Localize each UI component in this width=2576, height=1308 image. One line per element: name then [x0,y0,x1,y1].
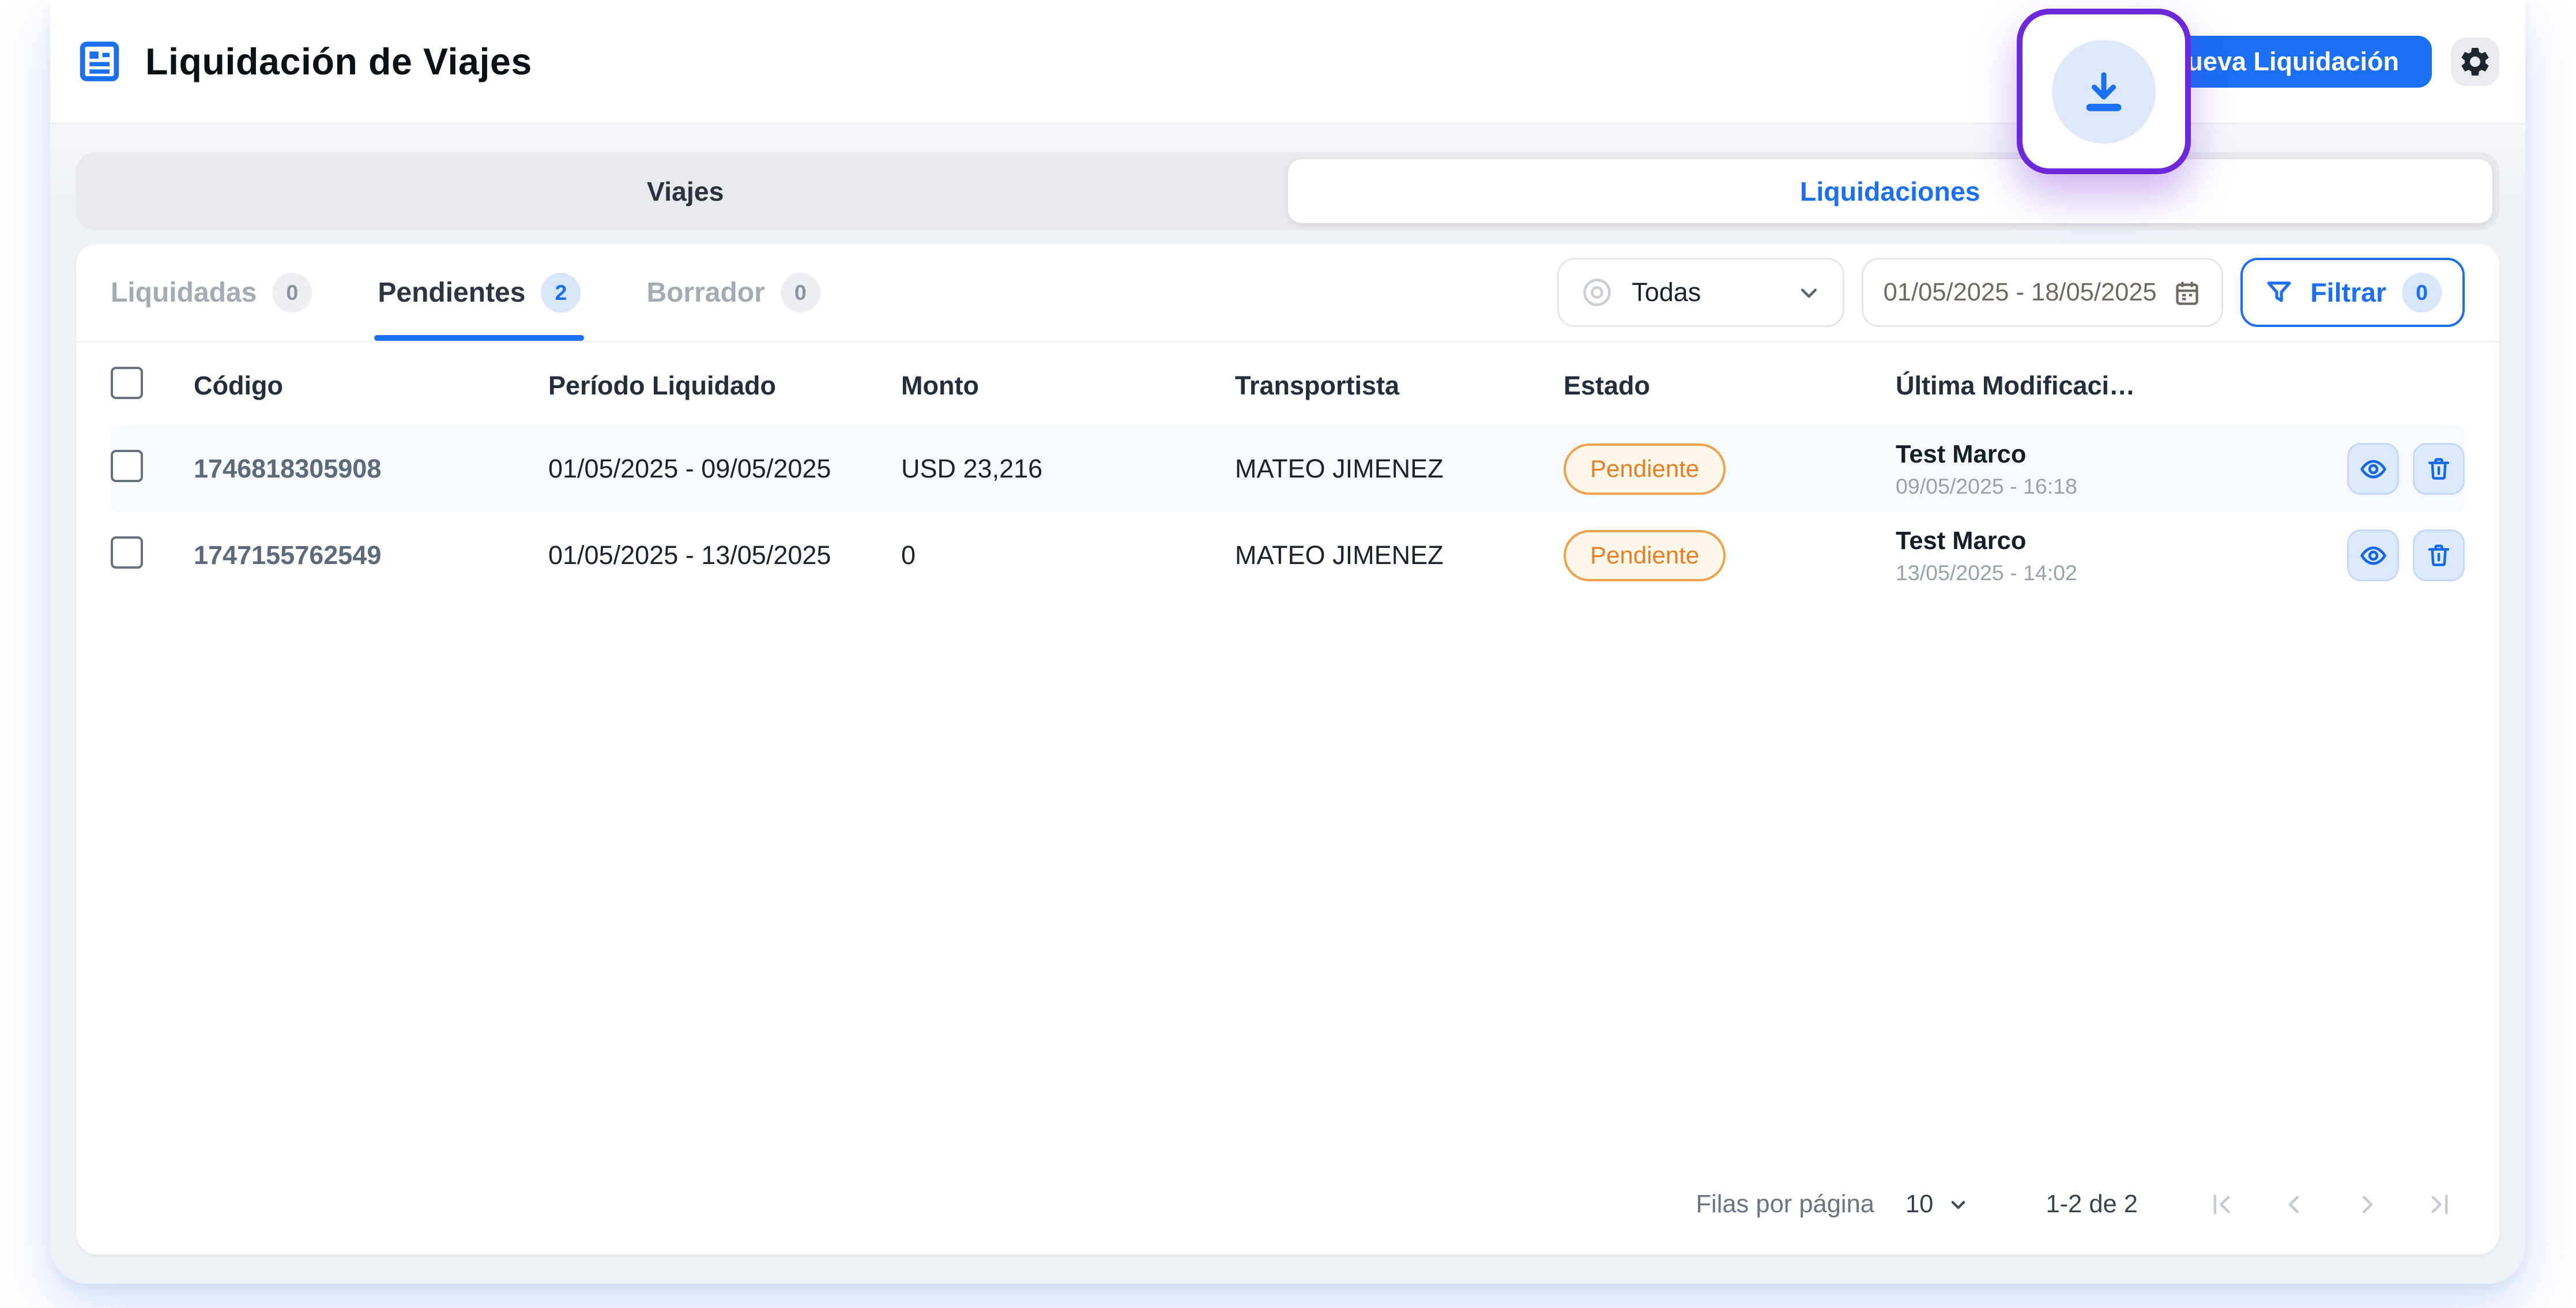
filters-group: Todas 01/05/2025 - 18/05/2025 [1557,258,2465,327]
cell-carrier: MATEO JIMENEZ [1235,540,1444,570]
col-header-amount: Monto [901,371,979,400]
tab-viajes[interactable]: Viajes [646,176,724,206]
filter-button-label: Filtrar [2310,277,2386,307]
chevron-down-icon [1796,280,1822,306]
status-badge: Pendiente [1564,443,1726,495]
pagination-bar: Filas por página 10 1-2 de 2 [76,1154,2499,1254]
cell-period: 01/05/2025 - 09/05/2025 [548,454,831,483]
status-subtabs: Liquidadas 0 Pendientes 2 Borrador 0 [111,244,820,341]
delete-row-button[interactable] [2413,443,2465,495]
prev-page-button[interactable] [2280,1190,2309,1219]
first-page-button[interactable] [2207,1190,2236,1219]
document-lines-icon [76,38,123,85]
subtab-count-badge: 0 [272,272,312,313]
settlements-table: Código Período Liquidado Monto Transport… [76,343,2499,599]
filter-button[interactable]: Filtrar 0 [2240,258,2465,327]
page-range-label: 1-2 de 2 [2046,1190,2138,1218]
subtab-pendientes[interactable]: Pendientes 2 [374,244,585,341]
tab-liquidaciones[interactable]: Liquidaciones [1287,159,2492,223]
status-filter-select[interactable]: Todas [1557,258,1845,327]
chevron-left-icon [2280,1190,2309,1219]
table-row: 1747155762549 01/05/2025 - 13/05/2025 0 … [111,512,2465,599]
chevron-down-icon [1947,1193,1969,1216]
rows-per-page-value: 10 [1905,1190,1934,1218]
modified-at: 09/05/2025 - 16:18 [1896,473,2077,498]
pager-controls [2207,1190,2454,1219]
subtab-label: Pendientes [378,277,526,308]
date-range-input[interactable]: 01/05/2025 - 18/05/2025 [1862,258,2224,327]
page-title-group: Liquidación de Viajes [76,38,532,85]
modified-by: Test Marco [1896,527,2027,555]
col-header-code: Código [194,371,283,400]
target-circles-icon [1580,275,1614,310]
cell-carrier: MATEO JIMENEZ [1235,454,1444,483]
rows-per-page-select[interactable]: 10 [1905,1190,1969,1219]
col-header-period: Período Liquidado [548,371,776,400]
subtab-label: Liquidadas [111,277,257,308]
chevron-right-icon [2352,1190,2382,1219]
view-row-button[interactable] [2347,443,2399,495]
rows-per-page-label: Filas por página [1696,1190,1874,1218]
settings-button[interactable] [2451,37,2499,86]
modified-at: 13/05/2025 - 14:02 [1896,560,2077,585]
table-header-row: Código Período Liquidado Monto Transport… [111,346,2465,426]
next-page-button[interactable] [2352,1190,2382,1219]
subtab-borrador[interactable]: Borrador 0 [646,244,820,341]
cell-last-modified: Test Marco 13/05/2025 - 14:02 [1896,525,2299,585]
settlements-card: Liquidadas 0 Pendientes 2 Borrador 0 [76,244,2499,1254]
date-range-value: 01/05/2025 - 18/05/2025 [1883,278,2157,306]
calendar-icon [2172,278,2202,307]
status-badge: Pendiente [1564,529,1726,581]
subtab-liquidadas[interactable]: Liquidadas 0 [111,244,312,341]
trash-icon [2425,455,2453,483]
download-button[interactable] [2052,39,2156,144]
last-page-icon [2425,1190,2454,1219]
view-row-button[interactable] [2347,529,2399,581]
eye-icon [2359,454,2388,484]
cell-code: 1747155762549 [194,540,382,570]
col-header-carrier: Transportista [1235,371,1400,400]
cell-last-modified: Test Marco 09/05/2025 - 16:18 [1896,439,2299,498]
funnel-icon [2264,277,2295,308]
app-window: Liquidación de Viajes Nueva Liquidación [50,0,2525,1284]
col-header-last-modified: Última Modificaci… [1896,371,2136,400]
download-icon [2078,66,2130,118]
content-panel: Viajes Liquidaciones Liquidadas 0 Pendie… [50,123,2525,1284]
select-all-checkbox[interactable] [111,366,143,399]
trash-icon [2425,542,2453,569]
table-row: 1746818305908 01/05/2025 - 09/05/2025 US… [111,426,2465,512]
cell-amount: 0 [901,540,916,570]
cell-code: 1746818305908 [194,454,382,483]
page-title: Liquidación de Viajes [145,40,532,82]
table-body: 1746818305908 01/05/2025 - 09/05/2025 US… [111,426,2465,599]
row-checkbox[interactable] [111,449,143,482]
subtab-count-badge: 2 [541,272,581,313]
subtab-count-badge: 0 [780,272,820,313]
row-checkbox[interactable] [111,536,143,569]
col-header-status: Estado [1564,371,1651,400]
subtab-label: Borrador [646,277,765,308]
cell-amount: USD 23,216 [901,454,1043,483]
status-filter-value: Todas [1632,277,1701,307]
first-page-icon [2207,1190,2236,1219]
cell-period: 01/05/2025 - 13/05/2025 [548,540,831,570]
last-page-button[interactable] [2425,1190,2454,1219]
card-toolbar: Liquidadas 0 Pendientes 2 Borrador 0 [76,244,2499,343]
highlight-annotation [2017,9,2191,174]
page-header: Liquidación de Viajes Nueva Liquidación [50,0,2525,174]
modified-by: Test Marco [1896,441,2027,469]
delete-row-button[interactable] [2413,529,2465,581]
filter-count-badge: 0 [2402,272,2442,313]
eye-icon [2359,541,2388,570]
gear-icon [2458,44,2492,79]
